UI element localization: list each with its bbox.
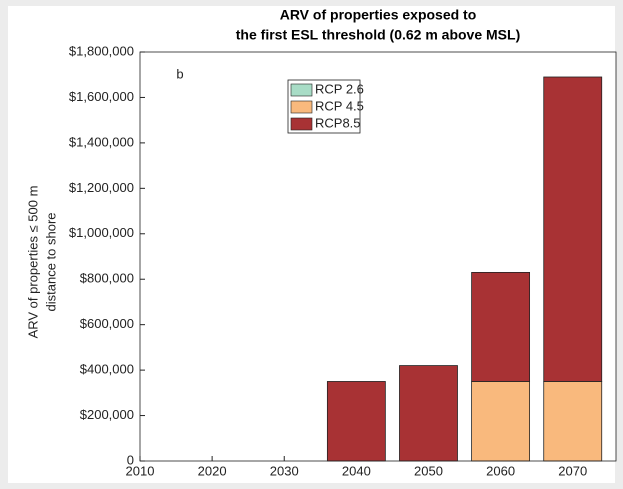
legend-label: RCP 4.5: [315, 98, 364, 113]
legend-swatch: [290, 117, 313, 131]
bar-segment: [543, 76, 603, 382]
legend-swatch: [290, 100, 313, 114]
y-tick-label: 0: [127, 452, 134, 467]
legend-label: RCP 2.6: [315, 81, 364, 96]
x-tick-label: 2010: [126, 463, 155, 478]
x-tick-label: 2050: [414, 463, 443, 478]
bar-segment: [471, 381, 531, 462]
x-tick-label: 2070: [558, 463, 587, 478]
x-tick-label: 2060: [486, 463, 515, 478]
bar-segment: [543, 381, 603, 462]
y-tick-label: $1,200,000: [69, 180, 134, 195]
y-tick-label: $1,000,000: [69, 225, 134, 240]
legend-swatch: [290, 83, 313, 97]
y-tick-label: $1,600,000: [69, 89, 134, 104]
legend-label: RCP8.5: [315, 115, 361, 130]
y-axis-label: ARV of properties ≤ 500 m: [25, 186, 40, 339]
chart-title: ARV of properties exposed to: [280, 7, 477, 23]
y-tick-label: $200,000: [80, 407, 134, 422]
panel-label: b: [176, 66, 183, 81]
y-tick-label: $600,000: [80, 316, 134, 331]
chart-title: the first ESL threshold (0.62 m above MS…: [236, 27, 520, 43]
bar-segment: [326, 381, 386, 462]
axes-box: [139, 51, 617, 462]
y-tick-label: $400,000: [80, 362, 134, 377]
x-tick-label: 2030: [270, 463, 299, 478]
y-axis-label: distance to shore: [43, 212, 58, 311]
bar-segment: [471, 272, 531, 382]
x-tick-label: 2040: [342, 463, 371, 478]
y-tick-label: $1,400,000: [69, 134, 134, 149]
y-tick-label: $800,000: [80, 271, 134, 286]
x-tick-label: 2020: [198, 463, 227, 478]
y-tick-label: $1,800,000: [69, 43, 134, 58]
bar-segment: [399, 365, 458, 462]
